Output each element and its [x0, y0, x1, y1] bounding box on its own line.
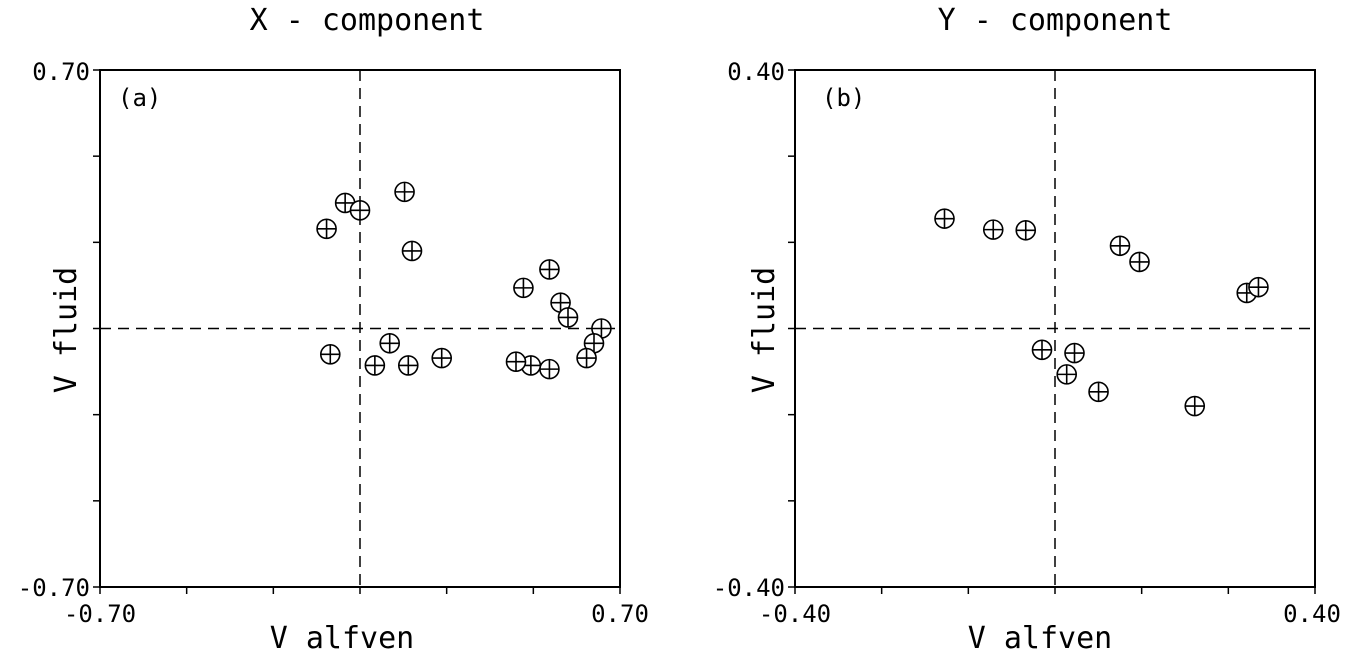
- y-axis-label-a: V fluid: [49, 267, 84, 393]
- chart-title-a: X - component: [250, 3, 485, 38]
- data-point: [576, 347, 597, 369]
- data-point: [1248, 276, 1269, 298]
- x-tick-label-right-a: 0.70: [591, 600, 649, 628]
- y-axis-label-b: V fluid: [747, 267, 782, 393]
- x-axis-label-b: V alfven: [968, 621, 1113, 652]
- data-point: [1088, 381, 1109, 403]
- x-tick-label-left-b: -0.40: [759, 600, 831, 628]
- panel-x-component: X - component (a) 0.70 -0.70 -0.70 0.70 …: [18, 3, 649, 652]
- data-point: [1064, 342, 1085, 364]
- data-point: [431, 347, 453, 369]
- y-tick-label-bottom-a: -0.70: [18, 574, 90, 602]
- data-point: [394, 181, 415, 203]
- panel-label-a: (a): [118, 84, 161, 112]
- data-point: [379, 332, 401, 354]
- data-point: [1109, 235, 1131, 257]
- panel-y-component: Y - component (b) 0.40 -0.40 -0.40 0.40 …: [713, 3, 1341, 652]
- data-point: [1056, 364, 1077, 385]
- panel-label-b: (b): [822, 84, 865, 112]
- data-point: [319, 344, 341, 365]
- data-point: [349, 200, 371, 221]
- data-point: [550, 292, 571, 313]
- data-point: [513, 277, 534, 299]
- data-point: [982, 219, 1004, 240]
- chart-title-b: Y - component: [938, 3, 1173, 38]
- y-tick-label-top-b: 0.40: [727, 58, 785, 86]
- data-point: [1129, 251, 1150, 273]
- data-point: [539, 259, 560, 280]
- x-tick-label-right-b: 0.40: [1283, 600, 1341, 628]
- x-tick-label-left-a: -0.70: [64, 600, 136, 628]
- data-point: [557, 307, 579, 328]
- data-point: [505, 351, 527, 373]
- x-axis-label-a: V alfven: [270, 621, 415, 652]
- y-tick-label-top-a: 0.70: [32, 58, 90, 86]
- data-point: [1015, 219, 1037, 241]
- data-point: [316, 218, 337, 240]
- data-point: [1031, 339, 1053, 361]
- data-point: [364, 355, 386, 376]
- data-point: [539, 358, 560, 380]
- data-point: [1184, 395, 1206, 417]
- data-point: [934, 208, 955, 229]
- y-tick-label-bottom-b: -0.40: [713, 574, 785, 602]
- data-point: [397, 355, 419, 376]
- data-point: [401, 240, 423, 262]
